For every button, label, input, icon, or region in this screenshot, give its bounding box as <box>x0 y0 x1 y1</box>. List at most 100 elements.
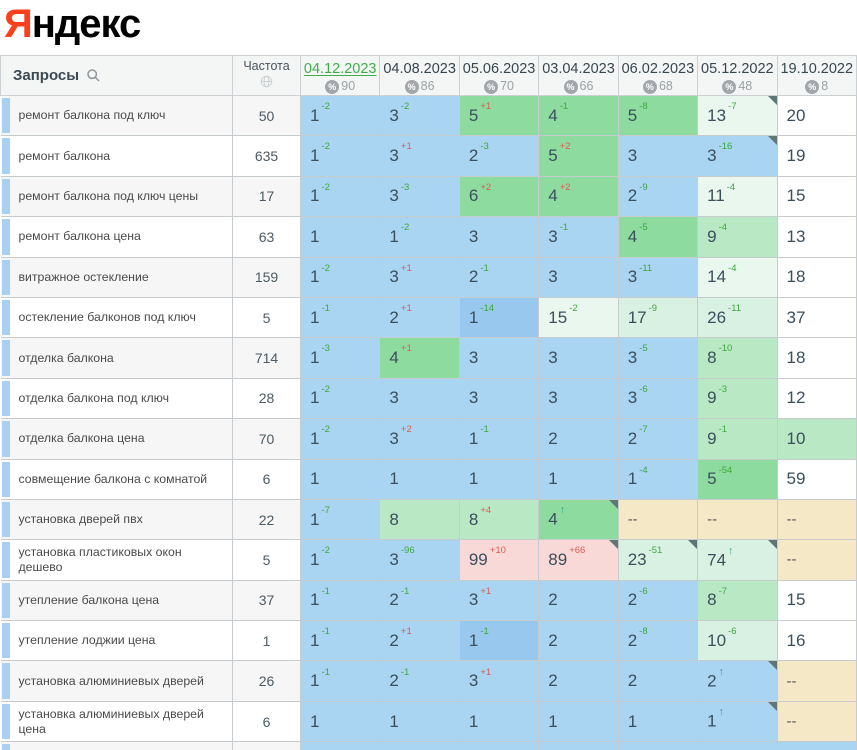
position-cell[interactable]: 3 -6 <box>617 377 699 420</box>
position-cell[interactable]: 3 <box>458 377 540 420</box>
position-cell[interactable]: 1 <box>458 700 540 743</box>
position-cell[interactable]: 1 <box>538 700 619 743</box>
position-cell[interactable]: -- <box>776 700 857 743</box>
position-cell[interactable]: 3 +1 <box>379 256 460 298</box>
position-cell[interactable]: 9 -1 <box>697 418 778 460</box>
position-cell[interactable]: 3 <box>617 135 699 177</box>
position-cell[interactable]: 3 <box>538 256 619 298</box>
position-cell[interactable]: 2 <box>538 620 619 662</box>
position-cell[interactable]: 3 +1 <box>379 135 460 177</box>
position-cell[interactable]: 20 <box>776 94 857 137</box>
position-cell[interactable]: 2 ↑ <box>697 660 778 702</box>
position-cell[interactable]: 1 -1 <box>299 620 381 662</box>
position-cell[interactable]: 5 -8 <box>617 94 699 137</box>
date-link[interactable]: 19.10.2022 <box>780 60 854 77</box>
position-cell[interactable] <box>538 741 619 750</box>
position-cell[interactable]: 2 <box>617 660 699 702</box>
position-cell[interactable]: -- <box>776 498 857 541</box>
position-cell[interactable]: 3 -1 <box>538 216 619 258</box>
position-cell[interactable]: 1 -2 <box>299 256 381 298</box>
position-cell[interactable] <box>697 741 778 750</box>
date-link[interactable]: 03.04.2023 <box>542 60 615 77</box>
position-cell[interactable]: 1 -14 <box>458 296 540 339</box>
position-cell[interactable]: 1 <box>299 458 381 500</box>
position-cell[interactable]: 8 -10 <box>697 337 778 379</box>
position-cell[interactable]: 1 -1 <box>299 579 381 622</box>
position-cell[interactable]: 2 <box>538 418 619 460</box>
position-cell[interactable]: 1 -2 <box>299 94 381 137</box>
date-column-header[interactable]: 06.02.2023 % 68 <box>617 55 699 96</box>
date-link[interactable]: 05.12.2022 <box>701 60 774 77</box>
position-cell[interactable]: 15 <box>776 579 857 622</box>
date-column-header[interactable]: 05.06.2023 % 70 <box>458 55 540 96</box>
position-cell[interactable]: 1 <box>538 458 619 500</box>
position-cell[interactable]: 3 -3 <box>379 175 460 218</box>
date-link[interactable]: 04.12.2023 <box>303 60 377 77</box>
query-cell[interactable]: ремонт балкона <box>0 135 233 177</box>
date-link[interactable]: 05.06.2023 <box>462 60 536 77</box>
position-cell[interactable]: 4 +1 <box>379 337 460 379</box>
position-cell[interactable]: -- <box>776 660 857 702</box>
position-cell[interactable]: 4 -5 <box>617 216 699 258</box>
query-cell[interactable]: совмещение балкона с комнатой <box>0 458 233 500</box>
position-cell[interactable]: 1 <box>379 458 460 500</box>
position-cell[interactable] <box>379 741 460 750</box>
position-cell[interactable]: -- <box>617 498 699 541</box>
position-cell[interactable]: 18 <box>776 337 857 379</box>
position-cell[interactable]: 1 -2 <box>299 539 381 581</box>
position-cell[interactable]: 15 <box>776 175 857 218</box>
query-cell[interactable]: установка алюминиевых дверей <box>0 660 233 702</box>
position-cell[interactable]: -- <box>776 539 857 581</box>
position-cell[interactable] <box>617 741 699 750</box>
date-column-header[interactable]: 19.10.2022 % 8 <box>776 55 857 96</box>
position-cell[interactable]: 3 <box>379 377 460 420</box>
position-cell[interactable]: 1 -1 <box>458 418 540 460</box>
position-cell[interactable]: 2 -9 <box>617 175 699 218</box>
position-cell[interactable]: 8 +4 <box>458 498 540 541</box>
position-cell[interactable]: 2 +1 <box>379 296 460 339</box>
position-cell[interactable]: 3 -16 <box>697 135 778 177</box>
position-cell[interactable]: 19 <box>776 135 857 177</box>
position-cell[interactable]: 9 -3 <box>697 377 778 420</box>
position-cell[interactable]: 1 <box>458 458 540 500</box>
position-cell[interactable]: 3 -11 <box>617 256 699 298</box>
position-cell[interactable]: 74 ↑ <box>697 539 778 581</box>
position-cell[interactable]: 3 <box>458 337 540 379</box>
position-cell[interactable]: 2 <box>538 579 619 622</box>
date-link[interactable]: 04.08.2023 <box>383 60 456 77</box>
position-cell[interactable]: 10 -6 <box>697 620 778 662</box>
position-cell[interactable]: 10 <box>776 418 857 460</box>
position-cell[interactable]: 5 +1 <box>458 94 540 137</box>
position-cell[interactable]: 2 -1 <box>379 660 460 702</box>
query-cell[interactable]: установка дверей пвх <box>0 498 233 541</box>
query-cell[interactable]: витражное остекление <box>0 256 233 298</box>
search-icon[interactable] <box>86 68 101 83</box>
position-cell[interactable]: 2 -3 <box>458 135 540 177</box>
position-cell[interactable]: 23 -51 <box>617 539 699 581</box>
query-cell[interactable]: отделка балкона цена <box>0 418 233 460</box>
position-cell[interactable]: 11 -4 <box>697 175 778 218</box>
query-cell[interactable]: отделка балкона под ключ <box>0 377 233 420</box>
position-cell[interactable]: 6 +2 <box>458 175 540 218</box>
position-cell[interactable]: 1 -2 <box>379 216 460 258</box>
position-cell[interactable]: 4 ↑ <box>538 498 619 541</box>
query-cell[interactable]: утепление балкона цена <box>0 579 233 622</box>
position-cell[interactable]: 1 -4 <box>617 458 699 500</box>
query-cell[interactable]: установка пластиковых окон дешево <box>0 539 233 581</box>
position-cell[interactable]: 3 -96 <box>379 539 460 581</box>
position-cell[interactable]: 13 -7 <box>697 94 778 137</box>
position-cell[interactable]: 14 -4 <box>697 256 778 298</box>
position-cell[interactable]: 1 <box>617 700 699 743</box>
position-cell[interactable]: 2 -6 <box>617 579 699 622</box>
position-cell[interactable]: 1 -2 <box>299 135 381 177</box>
date-column-header[interactable]: 03.04.2023 % 66 <box>538 55 619 96</box>
position-cell[interactable]: 4 -1 <box>538 94 619 137</box>
position-cell[interactable]: 3 +2 <box>379 418 460 460</box>
position-cell[interactable]: 2 <box>538 660 619 702</box>
position-cell[interactable]: 5 -54 <box>697 458 778 500</box>
position-cell[interactable]: 1 -7 <box>299 498 381 541</box>
position-cell[interactable] <box>458 741 540 750</box>
position-cell[interactable] <box>299 741 381 750</box>
date-link[interactable]: 06.02.2023 <box>621 60 695 77</box>
position-cell[interactable]: 17 -9 <box>617 296 699 339</box>
